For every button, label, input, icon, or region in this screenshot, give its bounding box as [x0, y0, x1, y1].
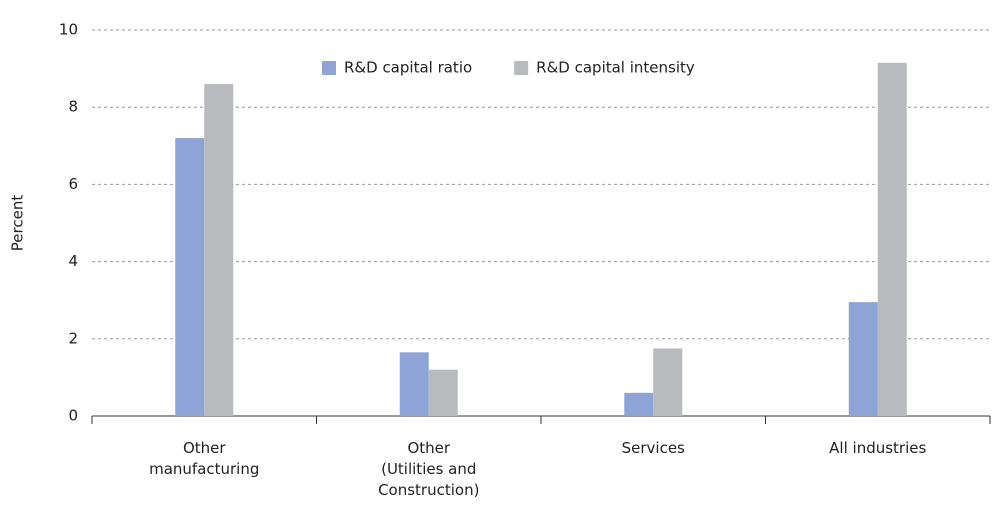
bar: [624, 392, 654, 416]
bar: [175, 138, 205, 416]
y-axis-label: Percent: [9, 195, 27, 252]
bar: [877, 62, 907, 417]
y-tick-label: 6: [68, 175, 78, 193]
legend-swatch: [322, 61, 336, 75]
bar: [428, 369, 458, 416]
y-tick-label: 8: [68, 98, 78, 116]
bar: [848, 302, 878, 416]
bar: [399, 352, 429, 416]
legend-label: R&D capital intensity: [536, 59, 695, 77]
x-tick-label: Services: [621, 439, 685, 457]
y-tick-label: 0: [68, 407, 78, 425]
x-tick-label: Other manufacturing: [149, 439, 260, 478]
y-tick-label: 4: [68, 252, 78, 270]
bar: [653, 348, 683, 416]
y-tick-label: 2: [68, 329, 78, 347]
legend-label: R&D capital ratio: [344, 59, 472, 77]
legend-swatch: [514, 61, 529, 75]
x-tick-label: Other (Utilities and Construction): [378, 439, 480, 499]
x-tick-label: All industries: [829, 439, 927, 457]
bar: [204, 84, 234, 416]
y-tick-label: 10: [59, 21, 78, 39]
